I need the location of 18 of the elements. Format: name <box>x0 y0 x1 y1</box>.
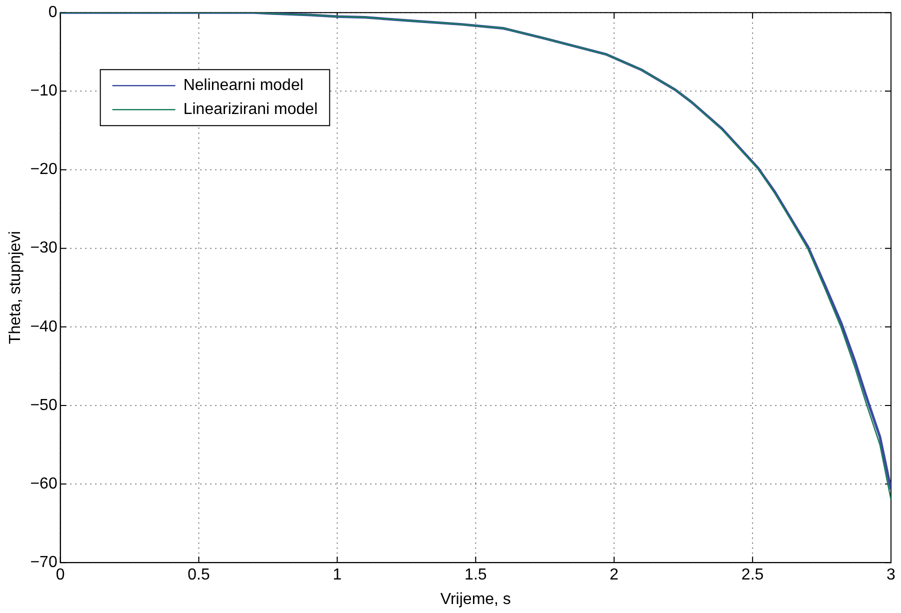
x-tick-label: 3 <box>886 566 896 584</box>
y-axis-title: Theta, stupnjevi <box>7 231 24 344</box>
x-tick-label: 1 <box>332 566 342 584</box>
y-tick-label: −50 <box>30 396 58 414</box>
y-tick-label: −40 <box>30 318 58 336</box>
y-tick-label: −60 <box>30 475 58 492</box>
y-tick-label: 0 <box>48 4 58 22</box>
y-tick-label: −70 <box>30 554 58 572</box>
y-tick-label: −30 <box>30 240 58 257</box>
x-axis-title: Vrijeme, s <box>440 590 511 608</box>
x-tick-label: 1.5 <box>464 566 487 584</box>
legend-label: Linearizirani model <box>183 101 318 118</box>
y-tick-label: −20 <box>30 161 58 178</box>
x-tick-label: 2 <box>610 566 619 584</box>
x-tick-label: 0.5 <box>188 566 210 584</box>
y-tick-label: −10 <box>30 82 58 100</box>
legend-label: Nelinearni model <box>183 77 304 94</box>
x-tick-label: 2.5 <box>741 566 764 584</box>
